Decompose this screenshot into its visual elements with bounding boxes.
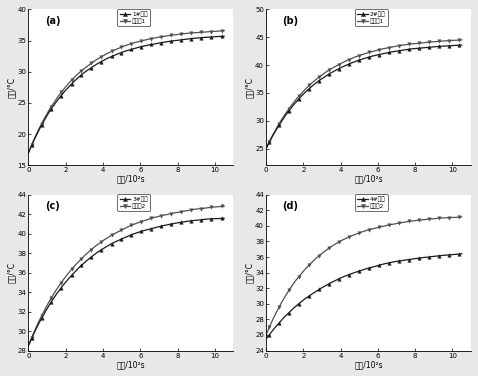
Text: (b): (b) [282,16,299,26]
Legend: 1#涂料, 对照组1: 1#涂料, 对照组1 [118,9,150,26]
X-axis label: 时间/10²s: 时间/10²s [354,360,383,369]
Legend: 3#涂料, 对照组2: 3#涂料, 对照组2 [118,194,150,211]
Y-axis label: 温度/°C: 温度/°C [245,77,253,98]
X-axis label: 时间/10²s: 时间/10²s [117,360,145,369]
Y-axis label: 温度/°C: 温度/°C [7,262,16,283]
Text: (a): (a) [45,16,60,26]
Y-axis label: 温度/°C: 温度/°C [7,77,16,98]
Y-axis label: 温度/°C: 温度/°C [245,262,253,283]
X-axis label: 时间/10²s: 时间/10²s [354,175,383,184]
Legend: 4#涂料, 对照组2: 4#涂料, 对照组2 [355,194,388,211]
Text: (c): (c) [45,201,60,211]
X-axis label: 时间/10²s: 时间/10²s [117,175,145,184]
Legend: 2#涂料, 对照组1: 2#涂料, 对照组1 [355,9,388,26]
Text: (d): (d) [282,201,298,211]
